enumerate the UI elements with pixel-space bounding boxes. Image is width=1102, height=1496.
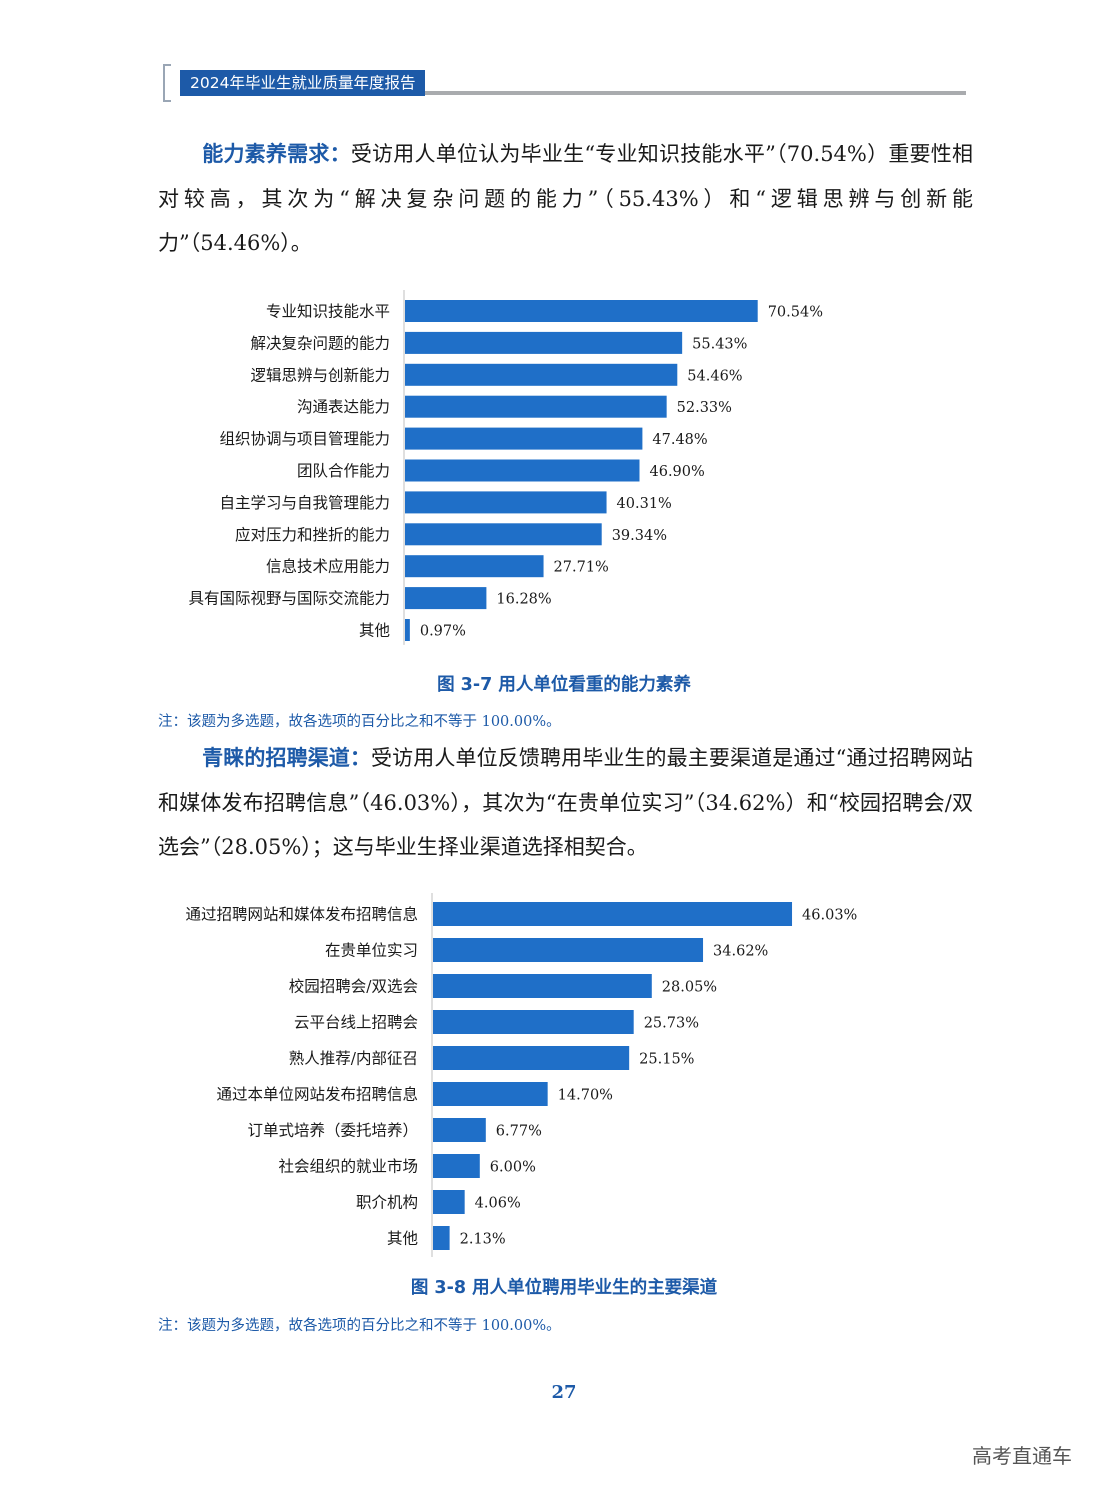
category-label: 其他 — [359, 622, 390, 640]
category-label: 在贵单位实习 — [325, 942, 418, 960]
bar — [433, 1010, 634, 1034]
header-bracket — [163, 64, 171, 102]
value-label: 55.43% — [692, 336, 747, 352]
bar — [433, 1082, 548, 1106]
value-label: 16.28% — [496, 592, 551, 608]
category-label: 团队合作能力 — [297, 462, 390, 480]
value-label: 47.48% — [652, 432, 707, 448]
value-label: 14.70% — [558, 1088, 613, 1104]
value-label: 54.46% — [687, 368, 742, 384]
category-label: 其他 — [387, 1230, 418, 1248]
bar — [405, 331, 683, 354]
watermark: 高考直通车 — [972, 1444, 1072, 1468]
chart1-note: 注：该题为多选题，故各选项的百分比之和不等于 100.00%。 — [158, 714, 561, 730]
category-label: 自主学习与自我管理能力 — [219, 494, 390, 512]
channel-text: 受访用人单位反馈聘用毕业生的最主要渠道是通过“通过招聘网站和媒体发布招聘信息”（… — [158, 746, 974, 859]
category-label: 应对压力和挫折的能力 — [235, 525, 390, 544]
bar — [433, 1226, 450, 1250]
value-label: 2.13% — [460, 1232, 506, 1248]
bar — [405, 491, 607, 514]
value-label: 52.33% — [677, 400, 732, 416]
bar — [433, 974, 652, 998]
bar — [433, 1154, 480, 1178]
bar — [405, 395, 667, 418]
value-label: 4.06% — [475, 1196, 521, 1212]
ability-lead: 能力素养需求： — [202, 141, 351, 166]
bar — [405, 619, 410, 641]
header-rule — [180, 91, 966, 95]
channel-bar-chart: 通过招聘网站和媒体发布招聘信息 46.03% 在贵单位实习 34.62% 校园招聘会/双… — [185, 893, 857, 1257]
bar — [405, 523, 602, 546]
category-label: 通过本单位网站发布招聘信息 — [216, 1086, 418, 1104]
ability-paragraph: 能力素养需求：受访用人单位认为毕业生“专业知识技能水平”（70.54%）重要性相… — [158, 132, 973, 266]
bar — [433, 938, 704, 962]
category-label: 沟通表达能力 — [297, 398, 390, 416]
chart2-note: 注：该题为多选题，故各选项的百分比之和不等于 100.00%。 — [158, 1318, 561, 1334]
value-label: 6.77% — [496, 1124, 542, 1140]
category-label: 校园招聘会/双选会 — [289, 978, 418, 996]
value-label: 39.34% — [612, 528, 667, 544]
value-label: 46.03% — [802, 908, 857, 924]
category-label: 组织协调与项目管理能力 — [219, 430, 390, 448]
category-label: 熟人推荐/内部征召 — [289, 1050, 418, 1068]
bar — [433, 1046, 630, 1070]
category-label: 订单式培养（委托培养） — [247, 1122, 418, 1140]
bar — [405, 300, 758, 322]
value-label: 25.15% — [639, 1052, 694, 1068]
bar — [433, 1190, 465, 1214]
category-label: 职介机构 — [356, 1194, 418, 1212]
bar — [405, 587, 487, 610]
chart1-caption: 图 3-7 用人单位看重的能力素养 — [437, 675, 691, 695]
bar — [405, 555, 544, 578]
chart2-caption: 图 3-8 用人单位聘用毕业生的主要渠道 — [410, 1278, 718, 1298]
value-label: 34.62% — [713, 944, 768, 960]
report-title: 2024年毕业生就业质量年度报告 — [180, 70, 426, 96]
ability-text: 受访用人单位认为毕业生“专业知识技能水平”（70.54%）重要性相对较高，其次为… — [158, 142, 974, 255]
ability-bar-chart: 专业知识技能水平 70.54% 解决复杂问题的能力 55.43% 逻辑思辨与创新能力 54… — [188, 290, 823, 645]
category-label: 云平台线上招聘会 — [294, 1014, 418, 1032]
category-label: 专业知识技能水平 — [266, 303, 390, 321]
category-label: 具有国际视野与国际交流能力 — [188, 590, 390, 608]
value-label: 0.97% — [420, 624, 466, 640]
value-label: 28.05% — [662, 980, 717, 996]
category-label: 信息技术应用能力 — [266, 557, 390, 576]
value-label: 40.31% — [617, 496, 672, 512]
channel-paragraph: 青睐的招聘渠道：受访用人单位反馈聘用毕业生的最主要渠道是通过“通过招聘网站和媒体… — [158, 736, 973, 870]
bar — [433, 1118, 486, 1142]
bar — [433, 902, 793, 926]
value-label: 27.71% — [554, 560, 609, 576]
bar — [405, 427, 643, 450]
category-label: 社会组织的就业市场 — [278, 1158, 418, 1176]
bar — [405, 363, 678, 386]
value-label: 70.54% — [768, 305, 823, 321]
value-label: 25.73% — [644, 1016, 699, 1032]
page-number: 27 — [551, 1382, 577, 1403]
channel-lead: 青睐的招聘渠道： — [202, 745, 372, 770]
value-label: 6.00% — [490, 1160, 536, 1176]
bar — [405, 459, 640, 482]
category-label: 逻辑思辨与创新能力 — [250, 366, 390, 384]
value-label: 46.90% — [650, 464, 705, 480]
category-label: 通过招聘网站和媒体发布招聘信息 — [185, 906, 418, 924]
category-label: 解决复杂问题的能力 — [250, 334, 390, 352]
